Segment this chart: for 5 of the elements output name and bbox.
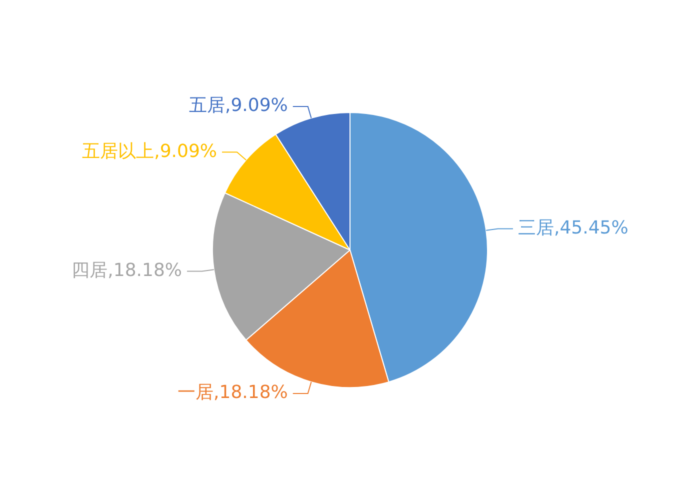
slice-label: 五居以上,9.09% [82,140,218,162]
slice-label: 三居,45.45% [518,217,628,238]
slice-label: 一居,18.18% [178,382,288,404]
slice-label: 四居,18.18% [72,260,182,281]
slice-label: 五居,9.09% [188,95,288,116]
